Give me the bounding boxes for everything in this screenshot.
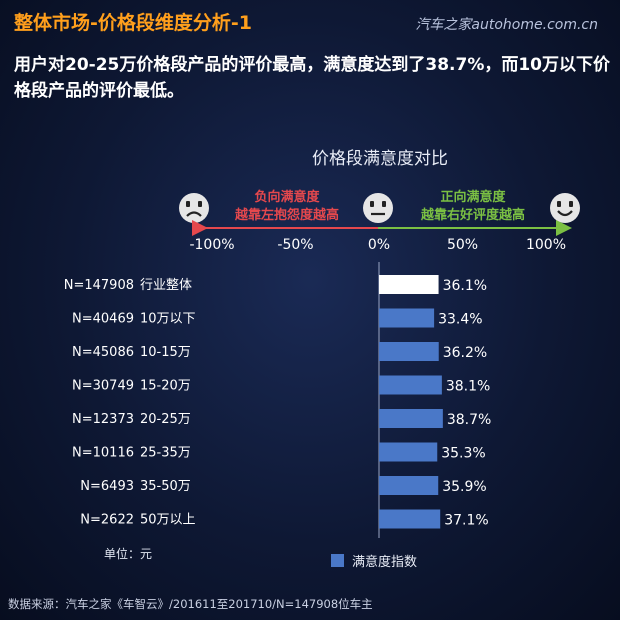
bar-highlight (379, 275, 439, 294)
bar (379, 409, 443, 428)
category-label: 20-25万 (140, 412, 191, 427)
bar-value-label: 37.1% (444, 513, 488, 529)
category-row: N=6493 35-50万 35.9% (80, 476, 487, 495)
neutral-face-icon (363, 193, 393, 223)
bar-value-label: 36.2% (443, 345, 487, 361)
category-sample-size: N=2622 (80, 513, 134, 528)
legend-swatch (331, 554, 344, 567)
bar (379, 442, 438, 462)
bar (379, 509, 441, 529)
category-row: N=12373 20-25万 38.7% (72, 409, 491, 428)
scale-tick-label: 0% (368, 237, 390, 253)
bar-value-label: 33.4% (438, 312, 482, 328)
category-sample-size: N=147908 (64, 278, 134, 293)
category-label: 行业整体 (140, 278, 192, 293)
legend-label: 满意度指数 (352, 554, 417, 570)
scale-tick-label: 100% (526, 237, 566, 253)
category-label: 10-15万 (140, 345, 191, 360)
positive-label-line2: 越靠右好评度越高 (420, 207, 525, 223)
bar-value-label: 38.1% (446, 379, 490, 395)
category-sample-size: N=40469 (72, 312, 134, 327)
bar-value-label: 38.7% (447, 412, 491, 428)
unit-label: 单位：元 (104, 546, 152, 561)
bar-value-label: 35.3% (441, 446, 485, 462)
category-label: 50万以上 (140, 513, 196, 528)
category-row: N=2622 50万以上 37.1% (80, 509, 489, 529)
sad-face-icon (179, 193, 209, 223)
category-label: 10万以下 (140, 312, 196, 327)
watermark: 汽车之家autohome.com.cn (415, 17, 598, 33)
negative-label-line2: 越靠左抱怨度越高 (234, 207, 339, 223)
category-sample-size: N=6493 (80, 479, 134, 494)
scale-tick-label: -100% (189, 237, 234, 253)
category-sample-size: N=10116 (72, 446, 134, 461)
page-title: 整体市场-价格段维度分析-1 (14, 12, 252, 34)
category-label: 15-20万 (140, 379, 191, 394)
source-note: 数据来源：汽车之家《车智云》/201611至201710/N=147908位车主 (8, 597, 373, 611)
category-sample-size: N=30749 (72, 379, 134, 394)
scale-tick-label: 50% (447, 237, 478, 253)
category-label: 35-50万 (140, 479, 191, 494)
bar-value-label: 36.1% (443, 278, 487, 294)
category-row: N=147908 行业整体 36.1% (64, 275, 487, 294)
scale-tick-label: -50% (277, 237, 313, 253)
category-sample-size: N=45086 (72, 345, 134, 360)
bar (379, 476, 439, 495)
category-sample-size: N=12373 (72, 412, 134, 427)
bar (379, 342, 439, 361)
chart-title: 价格段满意度对比 (312, 149, 448, 169)
negative-label-line1: 负向满意度 (254, 189, 320, 205)
category-row: N=45086 10-15万 36.2% (72, 342, 487, 361)
headline: 用户对20-25万价格段产品的评价最高，满意度达到了38.7%，而10万以下价格… (14, 55, 611, 101)
happy-face-icon (550, 193, 580, 223)
category-label: 25-35万 (140, 446, 191, 461)
category-row: N=10116 25-35万 35.3% (72, 442, 486, 462)
bar (379, 375, 442, 395)
category-row: N=40469 10万以下 33.4% (72, 308, 483, 328)
bar-value-label: 35.9% (442, 479, 486, 495)
category-row: N=30749 15-20万 38.1% (72, 375, 490, 395)
bar (379, 308, 435, 328)
positive-label-line1: 正向满意度 (440, 189, 506, 205)
